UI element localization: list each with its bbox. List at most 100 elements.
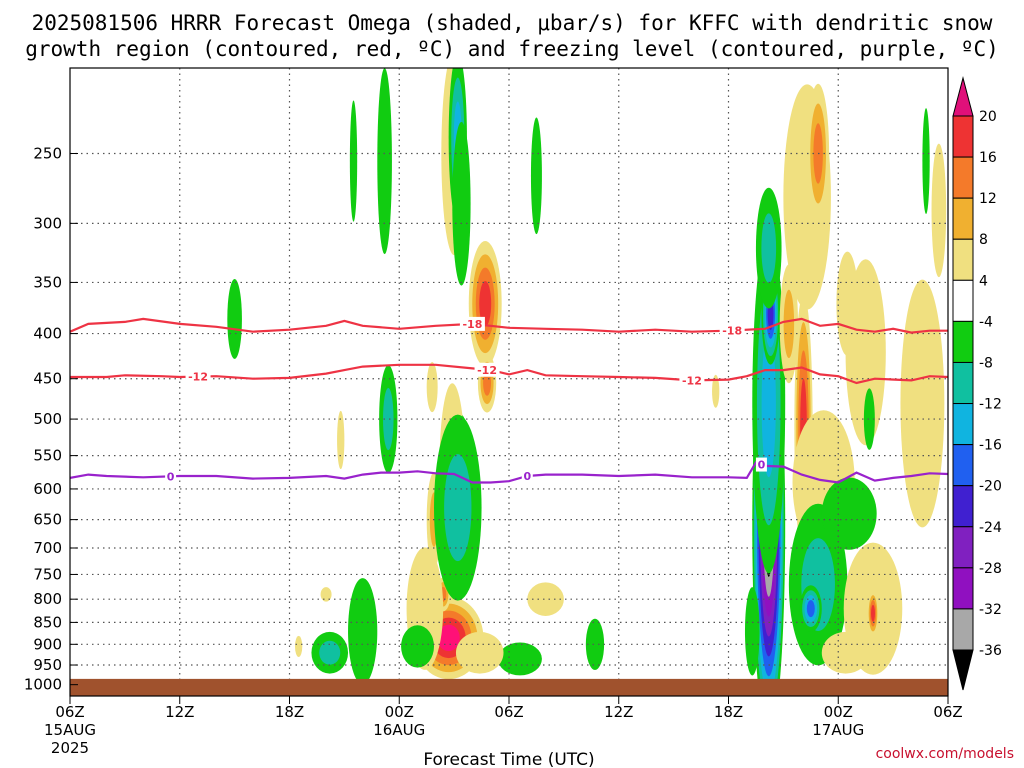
omega-cell-21-m4 <box>585 618 605 670</box>
omega-cell-35-8 <box>783 289 795 359</box>
contour-label-bg--12-1 <box>474 362 500 377</box>
omega-cell-42-4 <box>845 259 886 446</box>
contour-label--12-1: -12 <box>477 364 497 377</box>
omega-cell-26-4 <box>294 635 303 658</box>
y-tick-label-700: 700 <box>33 539 62 557</box>
omega-cell-19-m4 <box>227 278 242 359</box>
omega-cell-8-4 <box>426 362 438 413</box>
omega-cell-33-m4 <box>744 587 760 676</box>
x-tick-label-7: 00Z <box>824 703 853 721</box>
y-tick-label-750: 750 <box>33 565 62 583</box>
y-axis: 250 300 350 400 450 500 550 600 650 700 750 800 850 9… <box>24 144 78 694</box>
colorbar-bottom-arrow <box>952 649 974 691</box>
contour-label--12-0: -12 <box>188 371 208 384</box>
chart-title-line2: growth region (contoured, red, ºC) and f… <box>25 37 999 61</box>
colorbar-tick-2: 12 <box>979 191 997 207</box>
y-tick-label-550: 550 <box>33 447 62 465</box>
omega-cell-13-m8 <box>383 388 394 451</box>
contour-label--18-1: -18 <box>722 325 742 338</box>
omega-cell-40-m16 <box>806 600 815 618</box>
colorbar-swatch-3 <box>952 197 974 240</box>
colorbar-swatch-9 <box>952 444 974 487</box>
omega-cell-14-m4 <box>377 68 392 255</box>
colorbar-tick-3: 8 <box>979 232 988 248</box>
x-axis-label: Forecast Time (UTC) <box>423 750 594 768</box>
omega-cell-12-m8 <box>319 640 341 665</box>
contour-label-bg-0-2 <box>755 457 767 472</box>
colorbar-tick-7: -12 <box>979 397 1002 413</box>
omega-cell-45-m4 <box>821 477 877 550</box>
contour-label-bg--18-0 <box>459 316 485 331</box>
x-tick-label-4: 06Z <box>494 703 523 721</box>
contour-label-bg--12-0 <box>185 369 211 384</box>
omega-cell-49-4 <box>931 143 947 278</box>
contour-label--12-2: -12 <box>682 374 702 387</box>
colorbar-swatch-2 <box>952 156 974 199</box>
colorbar-tick-13: -36 <box>979 643 1002 659</box>
x-tick-date-3: 16AUG <box>373 721 425 739</box>
colorbar-swatch-6 <box>952 320 974 363</box>
x-tick-date-0: 15AUG <box>44 721 96 739</box>
contour-label-0-1: 0 <box>523 470 531 483</box>
omega-cell-46-m4 <box>863 388 875 450</box>
omega-cell-32-m8 <box>761 213 777 283</box>
colorbar-swatch-5 <box>952 279 974 322</box>
contour-label-0-2: 0 <box>758 459 766 472</box>
contour-line--12 <box>70 363 948 385</box>
colorbar-swatch-8 <box>952 403 974 446</box>
omega-cell-18-m4 <box>349 100 358 222</box>
omega-cell-24-4 <box>527 582 564 616</box>
omega-shading <box>227 68 947 696</box>
colorbar-swatch-7 <box>952 361 974 405</box>
colorbar-swatch-13 <box>952 608 974 651</box>
omega-cell-11-m4 <box>348 578 378 685</box>
omega-cell-30-m12 <box>761 329 776 478</box>
colorbar-top-arrow <box>952 76 974 117</box>
omega-cell-27-4 <box>320 587 332 602</box>
colorbar-tick-1: 16 <box>979 150 997 166</box>
y-tick-label-650: 650 <box>33 511 62 529</box>
omega-cell-1-20 <box>437 624 460 652</box>
contour-label-bg--12-2 <box>679 373 705 388</box>
y-tick-label-400: 400 <box>33 325 62 343</box>
colorbar-tick-11: -28 <box>979 561 1002 577</box>
contour-lines: -18 -18 -12 -12 -12 0 0 0 <box>70 316 948 484</box>
colorbar-tick-12: -32 <box>979 602 1002 618</box>
colorbar-swatch-10 <box>952 485 974 528</box>
colorbar-tick-9: -20 <box>979 479 1002 495</box>
y-tick-label-1000: 1000 <box>24 676 62 694</box>
omega-cell-28-m4 <box>401 625 435 668</box>
plot-area: -18 -18 -12 -12 -12 0 0 0 <box>70 68 948 696</box>
x-tick-label-0: 06Z <box>55 703 84 721</box>
x-tick-label-5: 12Z <box>604 703 633 721</box>
omega-cell-48-4 <box>900 279 945 528</box>
colorbar-tick-5: -4 <box>979 314 993 330</box>
chart-title-line1: 2025081506 HRRR Forecast Omega (shaded, … <box>32 11 993 35</box>
colorbar-tick-4: 4 <box>979 273 988 289</box>
omega-cell-50-4 <box>821 631 870 674</box>
colorbar-tick-0: 20 <box>979 109 997 125</box>
x-tick-label-6: 18Z <box>714 703 743 721</box>
y-tick-label-900: 900 <box>33 635 62 653</box>
y-tick-label-250: 250 <box>33 144 62 162</box>
contour-label--18-0: -18 <box>462 318 482 331</box>
x-tick-label-1: 12Z <box>165 703 194 721</box>
x-tick-label-8: 06Z <box>933 703 962 721</box>
contour-label-bg-0-0 <box>165 469 177 484</box>
y-tick-label-300: 300 <box>33 214 62 232</box>
omega-cell-4-16 <box>479 280 492 327</box>
colorbar-swatch-4 <box>952 238 974 281</box>
y-tick-label-850: 850 <box>33 613 62 631</box>
colorbar-tick-8: -16 <box>979 438 1002 454</box>
y-tick-label-350: 350 <box>33 273 62 291</box>
omega-cell-25-4 <box>337 410 345 470</box>
omega-cell-23-4 <box>455 631 504 674</box>
contour-label-0-0: 0 <box>167 470 175 483</box>
omega-cell-44-16 <box>871 604 875 622</box>
x-tick-label-2: 18Z <box>275 703 304 721</box>
omega-cell-17-m4 <box>452 121 471 286</box>
omega-cell-47-m4 <box>922 108 930 215</box>
contour-label-bg-0-1 <box>521 468 533 483</box>
